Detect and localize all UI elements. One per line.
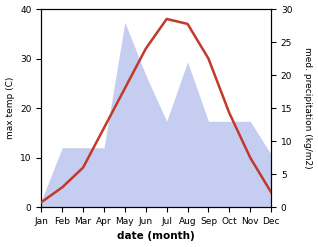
Y-axis label: med. precipitation (kg/m2): med. precipitation (kg/m2): [303, 47, 313, 169]
X-axis label: date (month): date (month): [117, 231, 195, 242]
Y-axis label: max temp (C): max temp (C): [5, 77, 15, 139]
